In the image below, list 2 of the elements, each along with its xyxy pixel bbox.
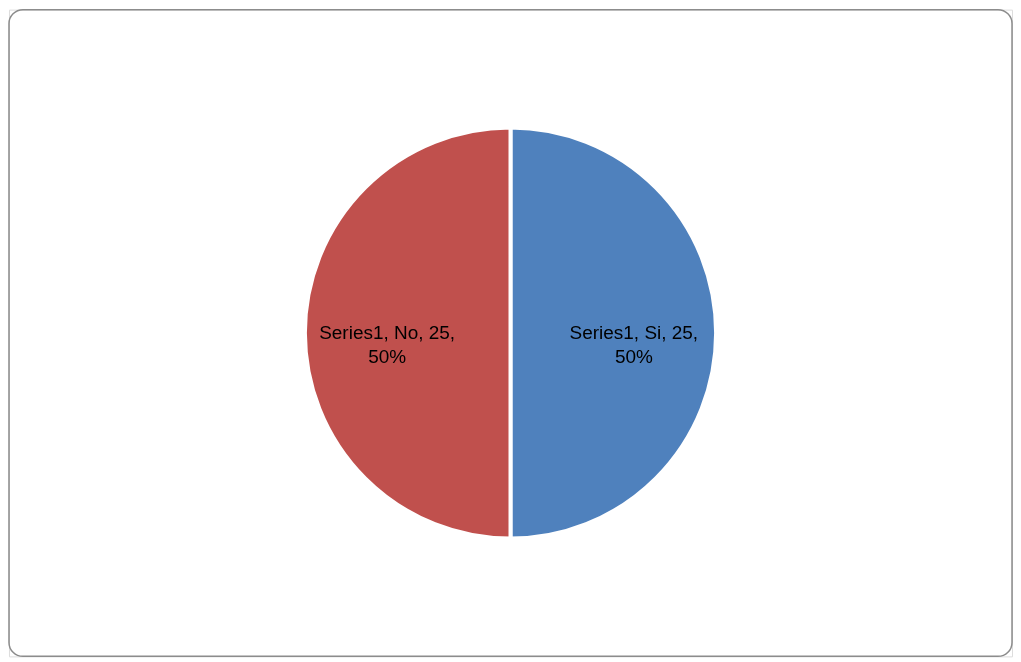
- data-label: Series1, Si, 25, 50%: [569, 321, 699, 367]
- data-label: Series1, No, 25, 50%: [319, 321, 456, 367]
